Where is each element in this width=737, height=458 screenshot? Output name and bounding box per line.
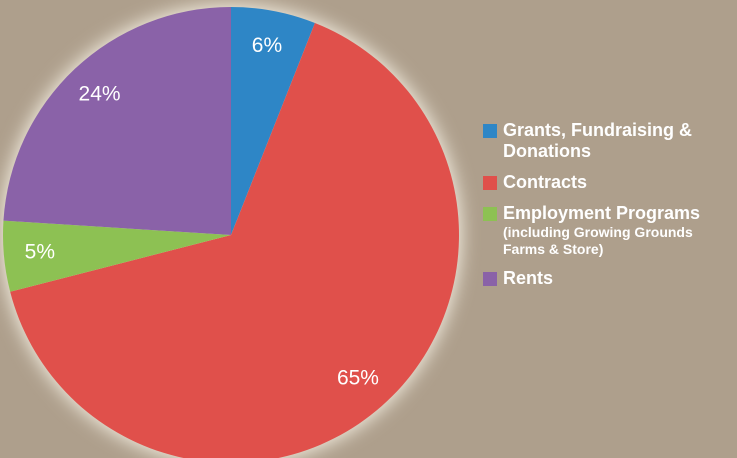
legend-swatch [483, 272, 497, 286]
pie-slice [2, 220, 231, 292]
slice-label: 65% [337, 367, 379, 390]
pie-slice [10, 23, 459, 458]
pie-slice [3, 7, 232, 235]
slice-label: 5% [25, 241, 55, 264]
legend-item: Rents [483, 268, 737, 289]
legend: Grants, Fundraising & Donations Contracts… [483, 120, 737, 299]
legend-swatch [483, 207, 497, 221]
legend-item: Contracts [483, 172, 737, 193]
pie-slice [231, 7, 315, 235]
legend-label: Grants, Fundraising & Donations [503, 120, 693, 161]
legend-item: Grants, Fundraising & Donations [483, 120, 737, 162]
legend-label: Contracts [503, 172, 588, 192]
slice-label: 6% [252, 34, 282, 57]
legend-label: Employment Programs [503, 203, 701, 223]
legend-swatch [483, 176, 497, 190]
legend-note: (including Growing Grounds Farms & Store… [503, 224, 693, 257]
legend-swatch [483, 124, 497, 138]
slice-label: 24% [79, 83, 121, 106]
legend-item: Employment Programs (including Growing Gr… [483, 203, 737, 258]
legend-label: Rents [503, 268, 554, 288]
